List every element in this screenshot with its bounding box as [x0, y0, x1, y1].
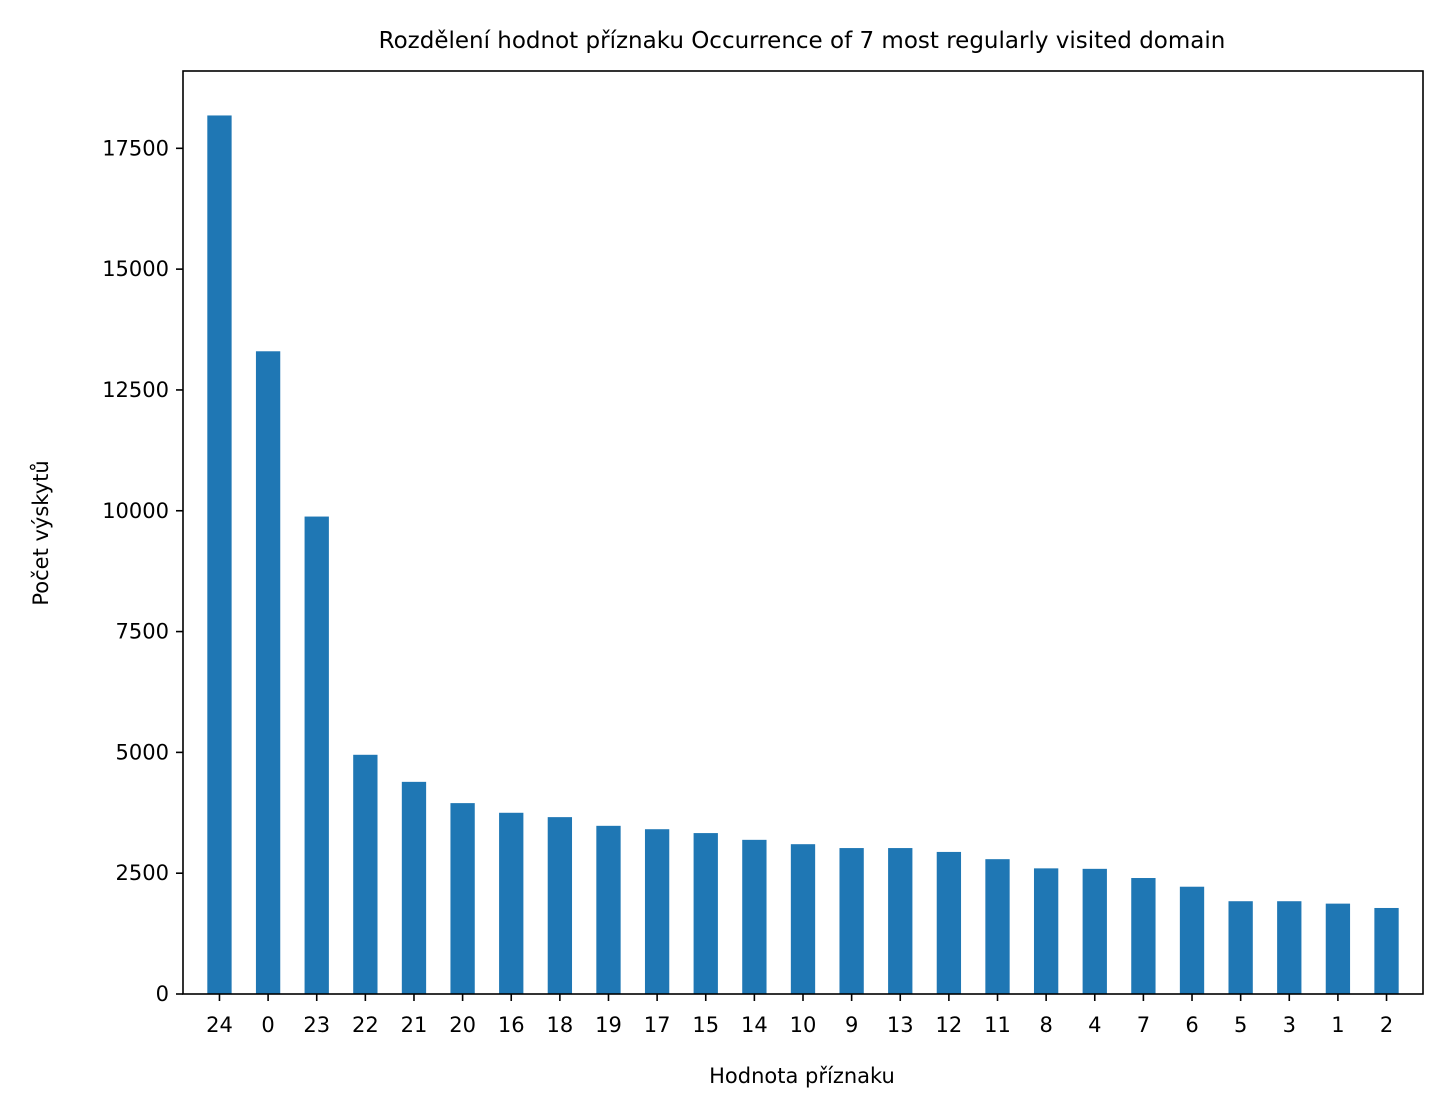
- bar-9: [839, 848, 864, 994]
- x-tick-label: 13: [887, 1013, 914, 1037]
- bar-16: [499, 812, 524, 994]
- bar-24: [207, 115, 232, 994]
- x-tick-label: 18: [546, 1013, 573, 1037]
- bar-6: [1179, 886, 1205, 994]
- x-tick-label: 22: [352, 1013, 379, 1037]
- bar-5: [1228, 901, 1253, 994]
- x-tick-label: 9: [845, 1013, 858, 1037]
- bar-11: [985, 859, 1010, 994]
- bar-18: [547, 817, 573, 994]
- x-tick-label: 10: [790, 1013, 817, 1037]
- bar-12: [936, 851, 962, 994]
- y-tick-label: 15000: [102, 257, 169, 281]
- x-tick-label: 23: [303, 1013, 330, 1037]
- bar-15: [693, 833, 718, 994]
- x-tick-label: 7: [1137, 1013, 1150, 1037]
- x-tick-label: 12: [936, 1013, 963, 1037]
- x-tick-label: 19: [595, 1013, 622, 1037]
- bar-8: [1033, 868, 1059, 994]
- x-tick-label: 6: [1185, 1013, 1198, 1037]
- y-tick-label: 2500: [116, 861, 169, 885]
- x-tick-label: 4: [1088, 1013, 1101, 1037]
- y-tick-label: 10000: [102, 499, 169, 523]
- bar-1: [1325, 903, 1351, 994]
- x-axis-label: Hodnota příznaku: [709, 1064, 895, 1088]
- x-tick-label: 17: [644, 1013, 671, 1037]
- x-tick-label: 16: [498, 1013, 525, 1037]
- x-tick-label: 21: [401, 1013, 428, 1037]
- x-tick-label: 20: [449, 1013, 476, 1037]
- x-tick-label: 5: [1234, 1013, 1247, 1037]
- bar-13: [888, 848, 913, 994]
- x-tick-label: 14: [741, 1013, 768, 1037]
- bar-7: [1131, 878, 1156, 994]
- bar-17: [644, 829, 670, 994]
- bar-22: [353, 754, 378, 994]
- bar-21: [401, 781, 427, 994]
- x-tick-label: 11: [984, 1013, 1011, 1037]
- y-axis-label: Počet výskytů: [29, 460, 53, 605]
- bar-4: [1082, 868, 1107, 994]
- x-tick-label: 8: [1039, 1013, 1052, 1037]
- bar-14: [742, 839, 767, 994]
- x-tick-label: 0: [261, 1013, 274, 1037]
- plot-area: 24 0 23 22 21 20 16 18 19 17 15 14 10 9 13 12 11 8 4 7 6 5 3 1 2…: [102, 70, 1424, 1037]
- y-tick-label: 12500: [102, 378, 169, 402]
- y-tick-label: 17500: [102, 136, 169, 160]
- bar-3: [1277, 901, 1302, 994]
- y-tick-label: 7500: [116, 620, 169, 644]
- x-tick-label: 3: [1283, 1013, 1296, 1037]
- bar-23: [304, 516, 329, 994]
- plot-frame: [182, 70, 1424, 995]
- bar-2: [1374, 907, 1399, 994]
- x-tick-label: 24: [206, 1013, 233, 1037]
- bar-19: [596, 825, 621, 994]
- x-tick-label: 15: [692, 1013, 719, 1037]
- chart-title: Rozdělení hodnot příznaku Occurrence of …: [379, 28, 1226, 54]
- bar-10: [790, 844, 816, 994]
- bar-0: [255, 351, 281, 994]
- y-tick-label: 5000: [116, 740, 169, 764]
- y-tick-label: 0: [156, 982, 169, 1006]
- bar-20: [450, 803, 475, 994]
- x-tick-label: 1: [1331, 1013, 1344, 1037]
- x-tick-label: 2: [1380, 1013, 1393, 1037]
